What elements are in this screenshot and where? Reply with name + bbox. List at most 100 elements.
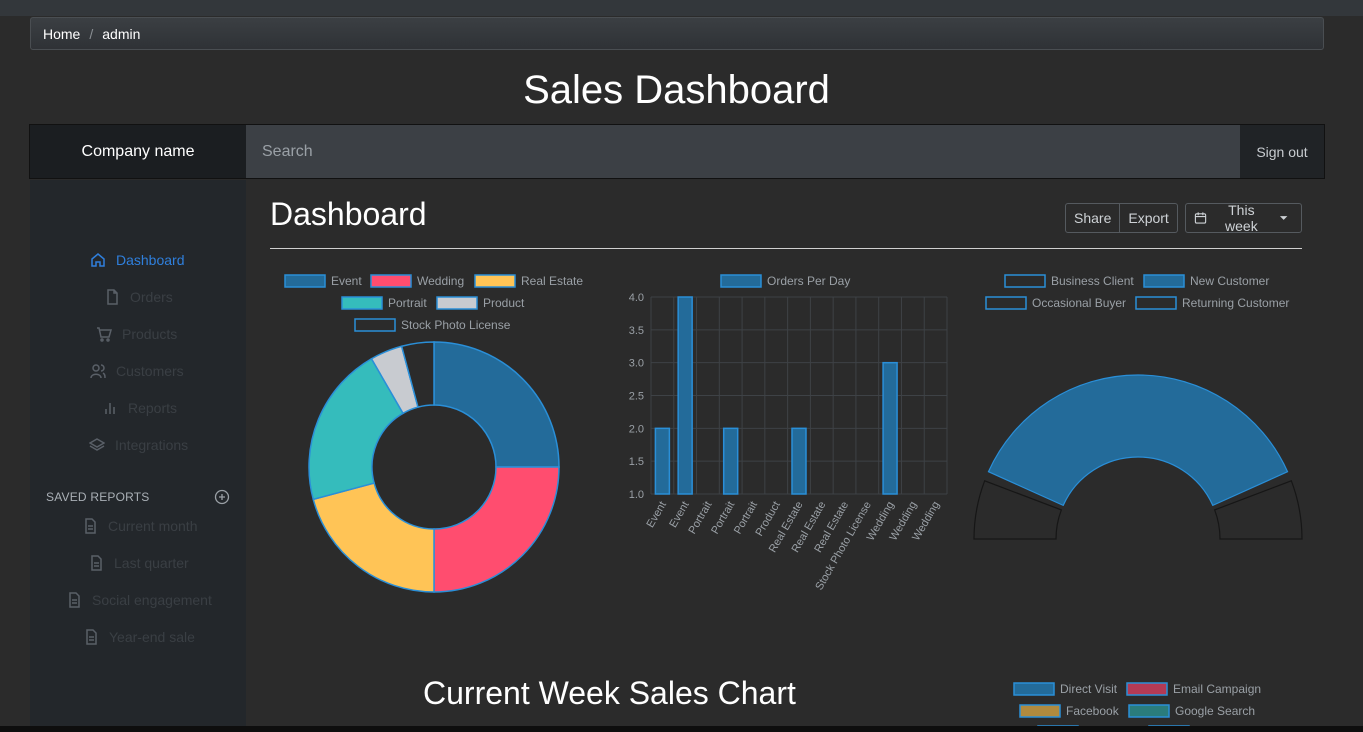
share-button[interactable]: Share bbox=[1065, 203, 1121, 233]
week-legend-google-search-label: Google Search bbox=[1175, 704, 1255, 718]
doughnut-legend-event-swatch bbox=[284, 274, 326, 288]
sidebar-item-label: Customers bbox=[116, 363, 184, 379]
layers-icon bbox=[89, 438, 105, 451]
bar-3 bbox=[722, 427, 739, 495]
week-legend-google-search-swatch bbox=[1128, 704, 1170, 718]
saved-report-label: Last quarter bbox=[114, 555, 189, 571]
this-week-dropdown[interactable]: This week bbox=[1185, 202, 1302, 234]
half-doughnut-chart: Business Client New Customer Occasional Bu… bbox=[973, 274, 1303, 540]
sidebar-item-reports[interactable]: Reports bbox=[102, 400, 177, 416]
week-legend-facebook-label: Facebook bbox=[1066, 704, 1120, 718]
saved-report-label: Year-end sale bbox=[109, 629, 195, 645]
week-chart-legend: Direct Visit Email Campaign Facebook Google… bbox=[1013, 682, 1261, 732]
sign-out-link[interactable]: Sign out bbox=[1256, 143, 1308, 160]
header-divider bbox=[270, 248, 1302, 249]
bar-y-tick: 2.0 bbox=[629, 423, 644, 435]
export-button[interactable]: Export bbox=[1120, 203, 1178, 233]
saved-report-social-engagement[interactable]: Social engagement bbox=[66, 592, 212, 608]
week-legend-direct-visit-label: Direct Visit bbox=[1060, 682, 1118, 696]
doughnut-legend-real-estate-label: Real Estate bbox=[521, 274, 583, 288]
sidebar-item-orders[interactable]: Orders bbox=[104, 289, 173, 305]
doughnut-legend-wedding-swatch bbox=[370, 274, 412, 288]
bar-1 bbox=[677, 296, 693, 495]
saved-report-label: Social engagement bbox=[92, 592, 212, 608]
week-legend-facebook-swatch bbox=[1019, 704, 1061, 718]
sidebar-item-label: Orders bbox=[130, 289, 173, 305]
doughnut-slice-real-estate bbox=[312, 482, 435, 593]
bar-y-tick: 3.0 bbox=[629, 358, 644, 370]
doughnut-legend-wedding-label: Wedding bbox=[417, 274, 464, 288]
bar-y-tick: 2.5 bbox=[629, 391, 644, 403]
doughnut-chart: Event Wedding Real Estate Portrait Product St… bbox=[284, 274, 583, 593]
sidebar-item-label: Integrations bbox=[115, 437, 189, 453]
file-text-icon bbox=[86, 629, 97, 645]
bar-legend-orders-per-day-label: Orders Per Day bbox=[767, 274, 850, 288]
week-legend-email-campaign-label: Email Campaign bbox=[1173, 682, 1261, 696]
bar-x-tick: Event bbox=[645, 500, 669, 530]
doughnut-slice-stock-photo-license bbox=[400, 341, 435, 409]
sidebar-item-label: Products bbox=[122, 326, 178, 342]
doughnut-legend-product-swatch bbox=[436, 296, 478, 310]
bar-0 bbox=[654, 427, 671, 495]
saved-report-last-quarter[interactable]: Last quarter bbox=[88, 555, 189, 571]
gauge-legend-occasional-buyer-swatch bbox=[985, 296, 1027, 310]
gauge-slice-returning-customer bbox=[1213, 480, 1303, 540]
bar-y-tick: 4.0 bbox=[629, 292, 644, 304]
saved-reports-heading: SAVED REPORTS bbox=[46, 490, 150, 504]
this-week-label: This week bbox=[1225, 202, 1258, 234]
doughnut-legend-product-label: Product bbox=[483, 296, 525, 310]
doughnut-legend-stock-photo-license-swatch bbox=[354, 318, 396, 332]
file-text-icon bbox=[91, 555, 102, 571]
bar-x-tick: Event bbox=[667, 500, 691, 530]
brand-link[interactable]: Company name bbox=[30, 125, 246, 178]
sidebar-item-products[interactable]: Products bbox=[96, 326, 177, 342]
bar-y-tick: 1.0 bbox=[629, 489, 644, 501]
file-text-icon bbox=[85, 518, 96, 534]
bar-10 bbox=[882, 361, 898, 495]
dashboard-title: Dashboard bbox=[270, 196, 427, 232]
gauge-legend-new-customer-label: New Customer bbox=[1190, 274, 1269, 288]
caret-down-icon bbox=[1279, 216, 1288, 220]
file-icon bbox=[107, 289, 118, 305]
saved-report-current-month[interactable]: Current month bbox=[82, 518, 197, 534]
cart-icon bbox=[97, 327, 112, 342]
users-icon bbox=[90, 364, 106, 379]
sidebar-item-customers[interactable]: Customers bbox=[90, 363, 184, 379]
breadcrumb: Home / admin bbox=[30, 17, 1324, 50]
top-strip bbox=[0, 0, 1363, 16]
gauge-legend-business-client-label: Business Client bbox=[1051, 274, 1134, 288]
bar-y-tick: 3.5 bbox=[629, 325, 644, 337]
sidebar-item-integrations[interactable]: Integrations bbox=[89, 437, 188, 453]
breadcrumb-current: admin bbox=[102, 25, 141, 42]
bottom-strip bbox=[0, 726, 1363, 732]
bar-6 bbox=[791, 427, 807, 495]
week-legend-direct-visit-swatch bbox=[1013, 682, 1055, 696]
gauge-legend-occasional-buyer-label: Occasional Buyer bbox=[1032, 296, 1126, 310]
calendar-icon bbox=[1194, 212, 1207, 224]
sidebar-item-label: Dashboard bbox=[116, 252, 185, 268]
sidebar-item-dashboard[interactable]: Dashboard bbox=[90, 252, 185, 268]
add-report-icon[interactable] bbox=[214, 489, 230, 505]
doughnut-legend-event-label: Event bbox=[331, 274, 362, 288]
sidebar-item-label: Reports bbox=[128, 400, 178, 416]
gauge-legend-returning-customer-label: Returning Customer bbox=[1182, 296, 1289, 310]
saved-report-year-end-sale[interactable]: Year-end sale bbox=[83, 629, 195, 645]
bar-chart: Orders Per Day4.03.53.02.52.01.51.0Event… bbox=[629, 274, 948, 592]
breadcrumb-home-link[interactable]: Home bbox=[43, 25, 81, 42]
gauge-slice-new-customer bbox=[987, 374, 1289, 507]
home-icon bbox=[91, 253, 105, 267]
gauge-legend-new-customer-swatch bbox=[1143, 274, 1185, 288]
saved-report-label: Current month bbox=[108, 518, 198, 534]
doughnut-legend-portrait-swatch bbox=[341, 296, 383, 310]
week-legend-email-campaign-swatch bbox=[1126, 682, 1168, 696]
doughnut-legend-portrait-label: Portrait bbox=[388, 296, 427, 310]
sidebar: Dashboard Orders Products Customers Repo… bbox=[30, 180, 246, 732]
doughnut-slice-wedding bbox=[433, 466, 560, 593]
navbar: Company name Sign out bbox=[29, 124, 1325, 179]
search-input[interactable] bbox=[246, 125, 1240, 178]
gauge-legend-business-client-swatch bbox=[1004, 274, 1046, 288]
doughnut-legend-real-estate-swatch bbox=[474, 274, 516, 288]
doughnut-slice-portrait bbox=[308, 357, 405, 501]
doughnut-legend-stock-photo-license-label: Stock Photo License bbox=[401, 318, 511, 332]
